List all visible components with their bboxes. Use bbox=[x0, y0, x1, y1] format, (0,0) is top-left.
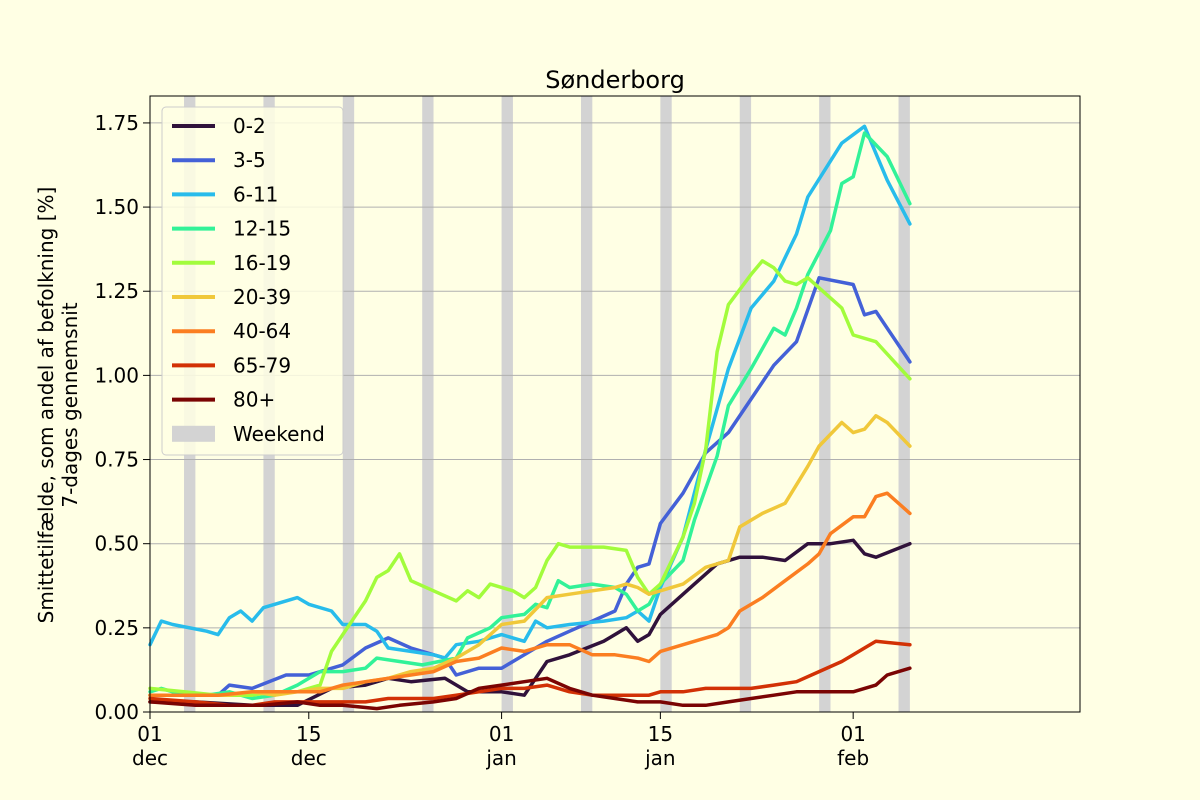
weekend-band bbox=[739, 96, 752, 712]
weekend-band bbox=[819, 96, 831, 712]
weekend-band bbox=[342, 96, 355, 712]
legend-swatch-weekend bbox=[172, 425, 215, 442]
series-line-80+ bbox=[148, 666, 912, 711]
x-tick-label-month: dec bbox=[132, 746, 168, 770]
legend-label: 65-79 bbox=[233, 353, 291, 377]
y-tick-label: 1.00 bbox=[94, 363, 139, 387]
weekend-band bbox=[580, 96, 593, 712]
legend: 0-2 3-5 6-11 12-15 16-19 20-39 40-64 65-79 80+ We… bbox=[161, 106, 344, 456]
x-tick-label-day: 01 bbox=[137, 722, 162, 746]
legend-label: 16-19 bbox=[233, 251, 291, 275]
series-line-3-5 bbox=[148, 276, 912, 697]
y-tick-label: 1.75 bbox=[94, 111, 139, 135]
series-line-6-11 bbox=[148, 124, 912, 660]
y-axis: 0.00 0.25 0.50 0.75 1.00 1.25 1.50 1.75 bbox=[94, 111, 150, 724]
series-line-12-15 bbox=[148, 131, 912, 701]
x-tick-label-month: jan bbox=[485, 746, 517, 770]
y-tick-label: 0.25 bbox=[94, 616, 139, 640]
y-axis-label: Smittetilfælde, som andel af befolkning … bbox=[34, 187, 58, 624]
y-tick-label: 1.50 bbox=[94, 195, 139, 219]
series-line-65-79 bbox=[148, 639, 912, 708]
legend-label: 12-15 bbox=[233, 217, 291, 241]
legend-label: 3-5 bbox=[233, 148, 266, 172]
x-tick-label-month: feb bbox=[837, 746, 869, 770]
legend-label-weekend: Weekend bbox=[233, 422, 325, 446]
weekend-band bbox=[660, 96, 672, 712]
x-tick-label-month: jan bbox=[644, 746, 676, 770]
legend-label: 6-11 bbox=[233, 182, 278, 206]
y-axis-label-line2: 7-dages gennemsnit bbox=[58, 302, 82, 507]
x-tick-label-month: dec bbox=[291, 746, 327, 770]
series-lines bbox=[148, 124, 912, 711]
x-tick-label-day: 01 bbox=[489, 722, 514, 746]
y-tick-label: 1.25 bbox=[94, 279, 139, 303]
y-tick-label: 0.00 bbox=[94, 700, 139, 724]
plot-frame bbox=[149, 95, 1081, 713]
weekend-band bbox=[422, 96, 434, 712]
legend-label: 0-2 bbox=[233, 114, 266, 138]
legend-label: 20-39 bbox=[233, 285, 291, 309]
x-tick-label-day: 15 bbox=[296, 722, 321, 746]
y-tick-label: 0.75 bbox=[94, 448, 139, 472]
series-line-0-2 bbox=[148, 538, 912, 708]
x-tick-label-day: 15 bbox=[648, 722, 673, 746]
series-line-20-39 bbox=[148, 414, 912, 697]
weekend-band bbox=[501, 96, 513, 712]
chart-title: Sønderborg bbox=[545, 66, 685, 94]
y-tick-label: 0.50 bbox=[94, 532, 139, 556]
series-line-16-19 bbox=[148, 259, 912, 697]
legend-label: 40-64 bbox=[233, 319, 291, 343]
series-line-40-64 bbox=[148, 491, 912, 697]
legend-label: 80+ bbox=[233, 388, 275, 412]
x-tick-label-day: 01 bbox=[840, 722, 865, 746]
weekend-band bbox=[898, 96, 910, 712]
